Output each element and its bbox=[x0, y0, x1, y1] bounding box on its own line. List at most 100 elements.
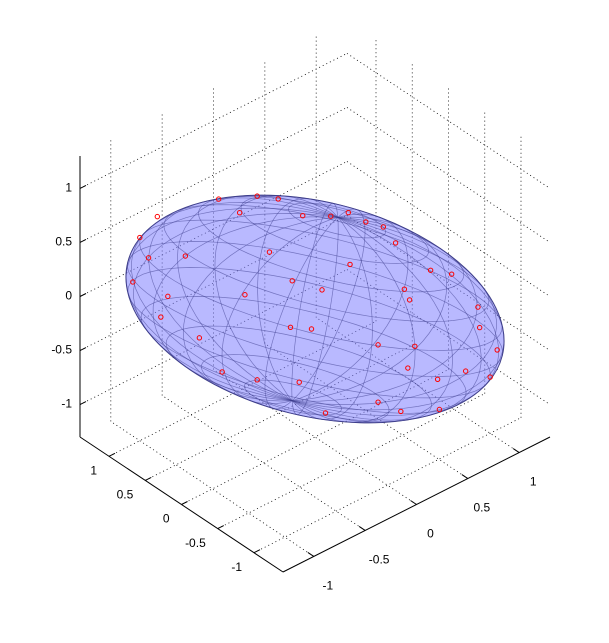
mesh-line bbox=[291, 213, 409, 402]
y-tick-label: 0 bbox=[163, 512, 170, 526]
tick-mark bbox=[253, 549, 261, 554]
data-point bbox=[462, 368, 469, 374]
z-tick-label: 1 bbox=[65, 181, 72, 195]
data-point bbox=[427, 267, 434, 273]
tick-mark bbox=[79, 401, 87, 406]
grid-line bbox=[346, 107, 551, 243]
data-point bbox=[345, 209, 351, 216]
tick-mark bbox=[307, 552, 315, 557]
mesh-line bbox=[291, 208, 366, 401]
data-point bbox=[398, 408, 404, 415]
data-point bbox=[375, 399, 381, 405]
grid-line bbox=[110, 421, 315, 557]
mesh-line bbox=[125, 207, 338, 402]
tick-mark bbox=[79, 239, 87, 243]
mesh-line bbox=[291, 216, 482, 421]
data-point bbox=[130, 279, 136, 285]
z-tick-label: 0 bbox=[65, 289, 72, 303]
y-tick-label: -0.5 bbox=[185, 536, 206, 550]
mesh-line bbox=[291, 217, 416, 423]
data-point bbox=[436, 406, 443, 413]
tick-mark bbox=[79, 347, 87, 351]
grid-line bbox=[264, 343, 469, 479]
grid-line bbox=[315, 317, 520, 453]
data-point bbox=[475, 304, 481, 310]
tick-mark bbox=[358, 526, 366, 531]
data-point bbox=[347, 261, 353, 268]
data-point bbox=[242, 292, 248, 298]
data-point bbox=[392, 240, 399, 246]
grid-line bbox=[213, 369, 417, 505]
data-point bbox=[254, 193, 260, 199]
data-point bbox=[215, 196, 222, 202]
grid-line bbox=[346, 161, 551, 297]
z-tick-label: 0.5 bbox=[55, 235, 72, 249]
mesh-line bbox=[292, 216, 448, 402]
data-point bbox=[405, 365, 411, 371]
data-point bbox=[412, 343, 418, 349]
data-point bbox=[434, 376, 441, 382]
data-point bbox=[319, 287, 325, 293]
mesh-line bbox=[182, 216, 338, 402]
data-point bbox=[476, 324, 483, 331]
data-point bbox=[308, 326, 315, 332]
x-tick-label: 1 bbox=[530, 475, 537, 489]
data-point bbox=[196, 335, 203, 341]
data-point bbox=[154, 213, 161, 220]
mesh-line bbox=[291, 217, 339, 416]
data-point bbox=[300, 213, 306, 219]
mesh-line bbox=[292, 216, 497, 405]
mesh-line bbox=[221, 216, 339, 405]
x-tick-label: -1 bbox=[322, 579, 333, 593]
tick-mark bbox=[461, 474, 469, 479]
y-tick-label: 1 bbox=[90, 463, 97, 477]
data-point bbox=[219, 369, 225, 375]
mesh-line bbox=[148, 197, 339, 402]
mesh-line bbox=[292, 216, 478, 402]
data-point bbox=[287, 324, 294, 330]
data-point bbox=[494, 347, 500, 353]
data-point bbox=[401, 286, 408, 292]
data-point bbox=[182, 253, 189, 259]
data-point bbox=[448, 271, 455, 277]
y-tick-label: 0.5 bbox=[117, 488, 134, 502]
points bbox=[130, 193, 500, 416]
x-tick-label: -0.5 bbox=[369, 553, 390, 567]
x-tick-label: 0 bbox=[427, 527, 434, 541]
tick-mark bbox=[108, 452, 116, 457]
y-tick-label: -1 bbox=[231, 560, 242, 574]
tick-mark bbox=[145, 476, 152, 481]
mesh-line bbox=[214, 195, 339, 401]
data-point bbox=[275, 196, 281, 202]
data-point bbox=[406, 297, 413, 303]
tick-mark bbox=[79, 293, 87, 297]
tick-mark bbox=[79, 184, 87, 189]
data-point bbox=[380, 224, 387, 230]
data-point bbox=[363, 219, 369, 225]
mesh-line bbox=[292, 216, 505, 411]
tick-mark bbox=[217, 525, 224, 530]
data-point bbox=[322, 410, 329, 416]
grid-line bbox=[346, 53, 551, 189]
data-point bbox=[145, 255, 152, 261]
data-point bbox=[158, 314, 164, 320]
mesh-line bbox=[291, 217, 373, 420]
tick-mark bbox=[181, 501, 188, 505]
data-point bbox=[296, 379, 302, 385]
data-point bbox=[487, 374, 493, 380]
tick-mark bbox=[410, 500, 417, 505]
mesh-line bbox=[131, 202, 338, 402]
grid-line bbox=[161, 395, 366, 531]
data-point bbox=[254, 377, 260, 383]
data-point bbox=[236, 210, 243, 216]
data-point bbox=[328, 213, 334, 219]
z-tick-label: -1 bbox=[61, 397, 72, 411]
mesh-line bbox=[291, 202, 339, 401]
data-point bbox=[137, 234, 143, 241]
z-tick-label: -0.5 bbox=[51, 343, 72, 357]
data-point bbox=[266, 249, 273, 255]
tick-mark bbox=[512, 448, 520, 453]
data-point bbox=[375, 342, 381, 348]
x-tick-label: 0.5 bbox=[474, 501, 491, 515]
